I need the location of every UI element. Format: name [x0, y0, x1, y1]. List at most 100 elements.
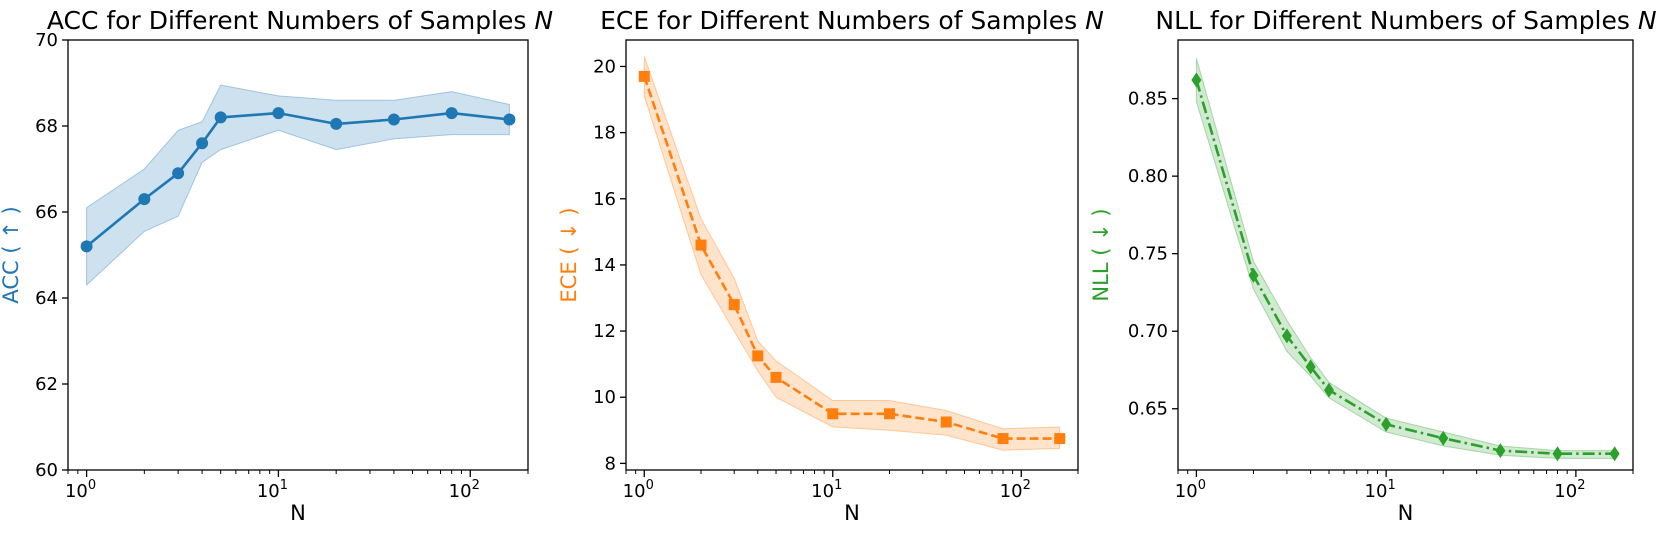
x-tick-base: 10 [623, 481, 646, 502]
data-point [138, 193, 151, 206]
x-tick-label: 101 [811, 478, 842, 502]
y-tick-label: 66 [35, 202, 58, 223]
x-tick-exponent: 0 [646, 478, 654, 493]
chart-title-text: NLL for Different Numbers of Samples [1155, 6, 1630, 35]
x-tick-exponent: 1 [280, 478, 288, 493]
data-point [728, 299, 740, 311]
data-point [272, 107, 285, 120]
x-tick-base: 10 [811, 481, 834, 502]
axes-frame [67, 39, 529, 471]
data-point [196, 137, 209, 150]
x-tick-label: 101 [1365, 478, 1396, 502]
data-point [997, 433, 1009, 445]
y-axis-label: ECE ( ↓ ) [557, 207, 581, 302]
data-point [1495, 443, 1506, 459]
y-tick-label: 12 [593, 321, 616, 342]
y-tick-label: 64 [35, 288, 58, 309]
y-tick-label: 18 [593, 123, 616, 144]
axes-frame [1177, 39, 1634, 471]
x-tick-exponent: 2 [1023, 478, 1031, 493]
data-point [1191, 72, 1202, 88]
x-axis-label: N [1398, 501, 1414, 525]
y-tick-label: 0.80 [1128, 166, 1168, 187]
x-tick-base: 10 [1175, 481, 1198, 502]
data-point [1248, 267, 1259, 283]
data-point [1054, 433, 1066, 445]
x-axis-label: N [844, 501, 860, 525]
chart-title-variable: N [1638, 6, 1657, 35]
data-point [172, 167, 185, 180]
data-point [770, 371, 782, 383]
data-point [695, 239, 707, 251]
chart-title: NLL for Different Numbers of Samples N [1155, 6, 1657, 35]
data-point [503, 113, 516, 126]
x-tick-base: 10 [449, 481, 472, 502]
data-point [387, 113, 400, 126]
data-point [884, 408, 896, 420]
y-tick-label: 68 [35, 116, 58, 137]
x-tick-base: 10 [65, 481, 88, 502]
data-point [330, 117, 343, 130]
x-tick-label: 100 [65, 478, 96, 502]
series-line [643, 75, 1060, 440]
x-tick-exponent: 2 [1577, 478, 1585, 493]
data-point [214, 111, 227, 124]
data-point [1305, 359, 1316, 375]
x-tick-label: 101 [257, 478, 288, 502]
panel-acc: ACC for Different Numbers of Samples N606… [0, 6, 553, 525]
x-tick-exponent: 1 [834, 478, 842, 493]
x-tick-label: 102 [1000, 478, 1031, 502]
panel-ece: ECE for Different Numbers of Samples N810… [557, 6, 1104, 525]
y-tick-label: 14 [593, 255, 616, 276]
chart-title-text: ACC for Different Numbers of Samples [47, 6, 527, 35]
chart-title-variable: N [1085, 6, 1104, 35]
x-tick-exponent: 2 [472, 478, 480, 493]
x-tick-label: 100 [623, 478, 654, 502]
y-tick-label: 70 [35, 30, 58, 51]
x-tick-label: 102 [1554, 478, 1585, 502]
x-axis-label: N [290, 501, 306, 525]
y-tick-label: 16 [593, 189, 616, 210]
series-line [1195, 79, 1615, 456]
confidence-band [643, 56, 1061, 451]
data-point [1438, 430, 1449, 446]
y-tick-label: 0.70 [1128, 321, 1168, 342]
y-tick-label: 10 [593, 387, 616, 408]
data-point [1324, 382, 1335, 398]
panel-nll: NLL for Different Numbers of Samples N 0.6… [1089, 6, 1657, 525]
y-tick-label: 0.75 [1128, 244, 1168, 265]
x-tick-exponent: 0 [1198, 478, 1206, 493]
x-tick-base: 10 [1000, 481, 1023, 502]
y-axis-label: NLL ( ↓ ) [1089, 208, 1113, 301]
chart-title: ACC for Different Numbers of Samples N [47, 6, 554, 35]
data-point [80, 240, 93, 253]
y-tick-label: 0.85 [1128, 89, 1168, 110]
x-tick-exponent: 1 [1387, 478, 1395, 493]
x-tick-label: 102 [449, 478, 480, 502]
chart-title-text: ECE for Different Numbers of Samples [600, 6, 1077, 35]
x-tick-base: 10 [1365, 481, 1388, 502]
x-tick-base: 10 [257, 481, 280, 502]
y-tick-label: 62 [35, 374, 58, 395]
x-tick-base: 10 [1554, 481, 1577, 502]
data-point [1552, 446, 1563, 462]
chart-title-variable: N [534, 6, 553, 35]
series-line [85, 111, 510, 248]
data-point [752, 350, 764, 362]
confidence-band [86, 84, 510, 287]
confidence-band [1195, 58, 1616, 459]
x-tick-label: 100 [1175, 478, 1206, 502]
data-point [940, 416, 952, 428]
y-tick-label: 20 [593, 56, 616, 77]
data-point [1281, 328, 1292, 344]
y-tick-label: 60 [35, 460, 58, 481]
axes-frame [625, 39, 1079, 471]
data-point [827, 408, 839, 420]
chart-title: ECE for Different Numbers of Samples N [600, 6, 1104, 35]
data-point [1381, 416, 1392, 432]
data-point [638, 70, 650, 82]
y-tick-label: 8 [605, 453, 616, 474]
data-point [1609, 446, 1620, 462]
data-point [445, 107, 458, 120]
